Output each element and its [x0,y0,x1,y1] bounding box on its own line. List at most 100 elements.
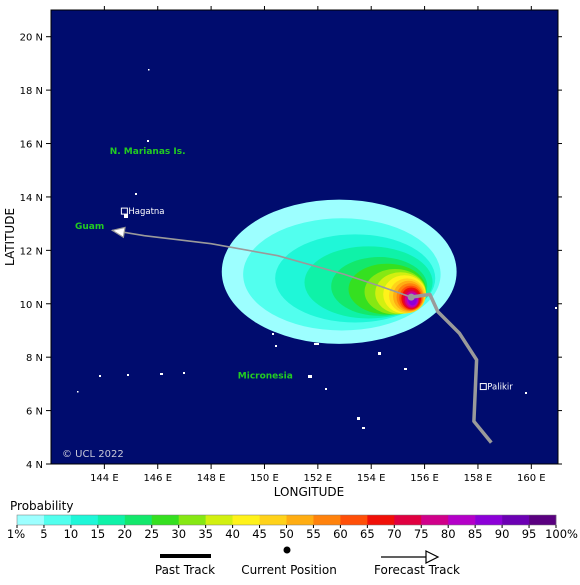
islands [77,69,557,429]
probability-legend: Probability 1% 5 10 15 20 25 30 35 40 45 50 55 60 65 7… [7,499,578,541]
legend-color-bar [16,514,557,526]
x-axis-title: LONGITUDE [274,485,344,499]
y-tick-label: 20 N [20,33,43,44]
city-marker-icon [120,207,128,215]
island [160,373,163,375]
legend-swatch [367,515,395,525]
x-tick-label: 158 E [464,473,493,484]
city-marker-icon [479,383,487,391]
y-tick-label: 12 N [20,246,43,257]
y-tick-label: 4 N [26,460,43,471]
legend-tick-label: 75 [414,527,429,541]
island [308,375,312,378]
forecast-arrowhead [110,226,126,239]
x-tick-label: 160 E [517,473,546,484]
legend-swatch [340,515,368,525]
x-tick-label: 152 E [304,473,333,484]
city-label: Palikir [487,383,513,393]
current-position-marker [407,293,415,301]
island [404,368,407,370]
island [555,307,557,309]
legend-swatch [259,515,287,525]
island [99,375,101,377]
x-tick-label: 148 E [197,473,226,484]
island [272,333,274,335]
y-tick-label: 18 N [20,86,43,97]
y-axis-title: LATITUDE [3,208,17,266]
y-tick-label: 14 N [20,193,43,204]
island [127,374,129,376]
legend-tick-label: 50 [279,527,294,541]
legend-swatch [286,515,314,525]
legend-swatch [97,515,126,525]
city-label: Hagatna [128,207,164,217]
island [314,343,319,345]
legend-swatch [178,515,206,525]
legend-swatch [70,515,99,525]
legend-tick-label: 15 [91,527,106,541]
legend-tick-label: 100% [545,527,578,541]
forecast-arrowhead-swatch [425,550,440,564]
legend-tick-label: 5 [40,527,47,541]
legend-tick-label: 95 [522,527,537,541]
forecast-track-label: Forecast Track [374,563,460,577]
island [183,372,185,374]
map-frame [50,9,559,465]
legend-tick-label: 45 [252,527,267,541]
legend-tick-label: 35 [198,527,213,541]
legend-tick-label: 85 [468,527,483,541]
copyright-text: © UCL 2022 [62,449,124,460]
y-tick-label: 10 N [20,300,43,311]
x-tick-label: 146 E [143,473,172,484]
legend-tick-label: 10 [64,527,79,541]
legend-swatch [475,515,503,525]
legend-swatch [394,515,422,525]
forecast-track [112,229,412,298]
legend-tick-label: 40 [225,527,240,541]
map-axes: 144 E 146 E 148 E 150 E 152 E 154 E 156 E 158 E… [20,6,562,484]
past-track-label: Past Track [155,563,215,577]
past-track [410,292,493,444]
x-tick-label: 154 E [357,473,386,484]
island [362,427,365,429]
legend-swatch [313,515,341,525]
legend-tick-labels: 1% 5 10 15 20 25 30 35 40 45 50 55 60 65 70 75 80 85 90 95 1… [7,525,578,541]
legend-tick-label: 60 [333,527,348,541]
y-tick-label: 16 N [20,140,43,151]
legend-swatch [421,515,449,525]
current-position-label: Current Position [241,563,337,577]
island [148,69,150,71]
x-tick-label: 156 E [410,473,439,484]
island [378,352,381,355]
legend-tick-label: 1% [7,527,25,541]
legend-swatch [232,515,260,525]
legend-title: Probability [10,499,73,513]
region-label: Guam [75,222,104,232]
legend-tick-label: 70 [387,527,402,541]
legend-tick-label: 55 [306,527,321,541]
map-labels: N. Marianas Is. Guam Micronesia Hagatna Pali… [75,147,513,392]
y-tick-label: 8 N [26,353,43,364]
legend-tick-label: 20 [117,527,132,541]
legend-swatch [529,515,557,525]
legend-tick-label: 65 [360,527,375,541]
legend-swatch [205,515,233,525]
legend-swatch [151,515,179,525]
current-position-swatch [283,546,291,554]
legend-swatch [448,515,476,525]
y-tick-label: 6 N [26,407,43,418]
region-label: N. Marianas Is. [110,147,186,157]
legend-tick-label: 25 [144,527,159,541]
legend-tick-label: 90 [495,527,510,541]
island [147,140,149,142]
legend-swatch [124,515,153,525]
island [357,417,360,420]
legend-swatch [502,515,530,525]
legend-swatch [17,515,45,525]
x-tick-label: 150 E [250,473,279,484]
x-tick-label: 144 E [90,473,119,484]
island [525,392,527,394]
region-label: Micronesia [238,372,293,382]
storm-tracks [110,226,493,444]
